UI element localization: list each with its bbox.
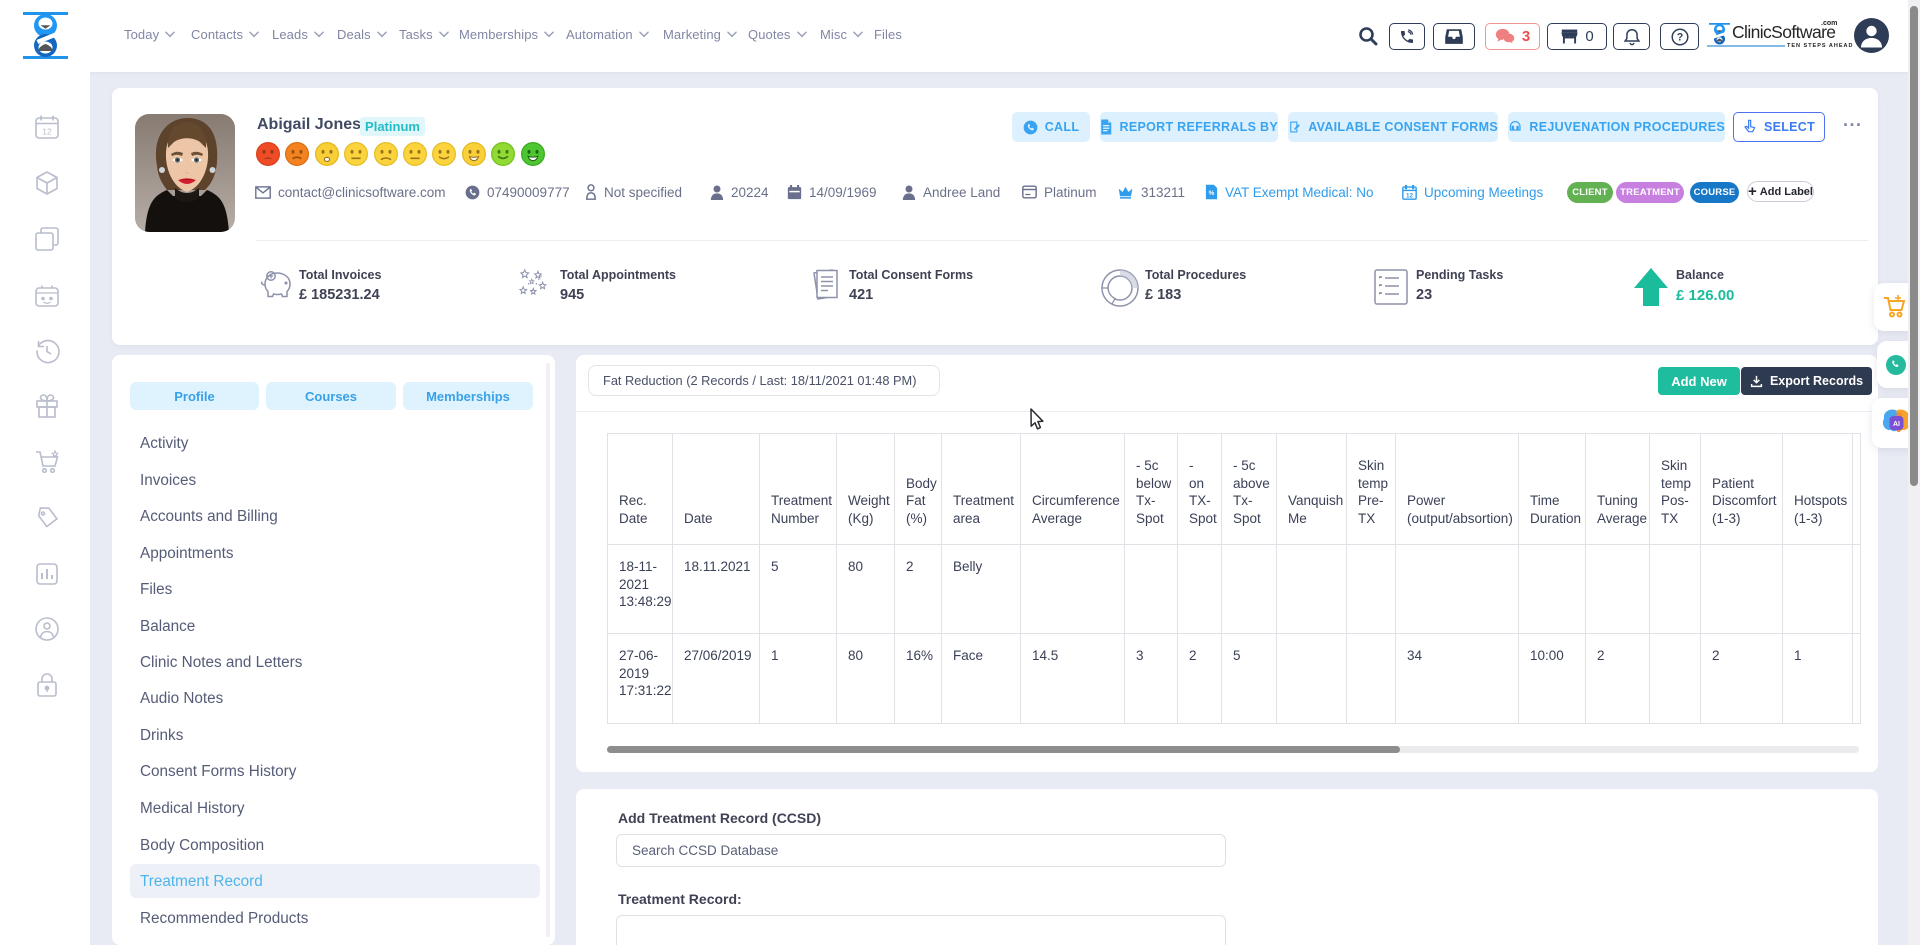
svg-text:12: 12 bbox=[42, 127, 52, 137]
svg-text:AI: AI bbox=[1893, 421, 1900, 428]
svg-text:?: ? bbox=[1676, 31, 1683, 43]
svg-text:%: % bbox=[1209, 190, 1215, 197]
svg-text:12: 12 bbox=[1406, 192, 1413, 199]
